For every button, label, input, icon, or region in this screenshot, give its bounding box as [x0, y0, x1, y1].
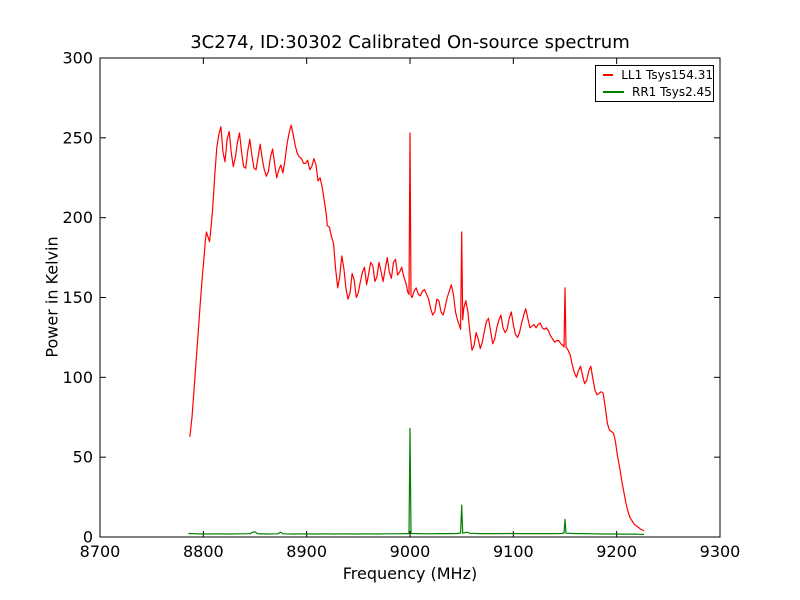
- series-line-0: [189, 124, 645, 532]
- legend-item: LL1 Tsys154.31: [603, 68, 713, 82]
- legend-line-sample-rr1: [603, 90, 624, 93]
- y-tick-label: 250: [62, 128, 93, 147]
- chart-title: 3C274, ID:30302 Calibrated On-source spe…: [190, 32, 630, 53]
- x-tick-label: 8800: [183, 542, 224, 561]
- y-tick-label: 300: [62, 49, 93, 68]
- y-tick-label: 150: [62, 288, 93, 307]
- y-tick-label: 50: [73, 448, 93, 467]
- series-line-1: [188, 427, 645, 536]
- y-tick-label: 200: [62, 208, 93, 227]
- x-tick-label: 8700: [80, 542, 121, 561]
- x-tick-label: 9000: [390, 542, 431, 561]
- x-axis-label: Frequency (MHz): [342, 564, 478, 583]
- x-tick-label: 9300: [700, 542, 741, 561]
- x-tick-label: 9200: [596, 542, 637, 561]
- legend-label-ll1: LL1 Tsys154.31: [621, 68, 713, 83]
- y-axis-label: Power in Kelvin: [42, 236, 62, 358]
- legend-item: RR1 Tsys2.45: [603, 85, 713, 99]
- y-tick-label: 0: [83, 528, 93, 547]
- legend-line-sample-ll1: [603, 74, 614, 77]
- x-tick-label: 9100: [493, 542, 534, 561]
- legend-label-rr1: RR1 Tsys2.45: [632, 84, 712, 99]
- legend: LL1 Tsys154.31 RR1 Tsys2.45: [595, 65, 714, 102]
- y-tick-label: 100: [62, 368, 93, 387]
- x-tick-label: 8900: [286, 542, 327, 561]
